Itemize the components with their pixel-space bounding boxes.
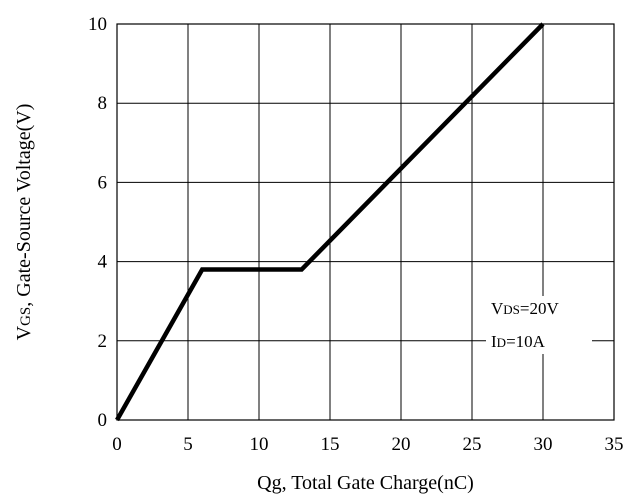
x-tick-label: 5 — [183, 434, 193, 455]
x-tick-label: 15 — [321, 434, 340, 455]
plot-frame — [116, 23, 615, 421]
x-tick-label: 10 — [250, 434, 269, 455]
y-tick-label: 10 — [88, 14, 107, 35]
annotation-vds-main: V — [491, 299, 504, 318]
annotation-id-main: I — [491, 332, 497, 351]
annotation-vds-rest: =20V — [520, 299, 560, 318]
x-axis-label: Qg, Total Gate Charge(nC) — [257, 472, 474, 494]
y-tick-label: 2 — [98, 331, 108, 352]
annotation-id-rest: =10A — [506, 332, 546, 351]
annotation-id: ID=10A — [491, 332, 546, 351]
x-tick-label: 35 — [605, 434, 624, 455]
y-tick-label: 8 — [98, 93, 108, 114]
y-tick-label: 6 — [98, 172, 108, 193]
annotation-background — [486, 296, 592, 354]
y-axis-label: VGS, Gate-Source Voltage(V) — [13, 104, 35, 341]
grid-lines — [116, 23, 615, 421]
y-tick-label: 0 — [98, 410, 108, 431]
y-axis-label-rest: , Gate-Source Voltage(V) — [13, 104, 35, 307]
y-tick-label: 4 — [98, 252, 108, 273]
y-tick-labels: 0 2 4 6 8 10 — [88, 14, 108, 431]
annotation-id-sub: D — [497, 335, 506, 350]
series-line-vgs — [115, 22, 545, 422]
y-axis-label-sub: GS — [18, 307, 34, 326]
x-tick-label: 25 — [463, 434, 482, 455]
y-axis-label-main: V — [13, 325, 35, 340]
annotation-vds: VDS=20V — [491, 299, 559, 318]
x-tick-label: 20 — [392, 434, 411, 455]
x-tick-labels: 0 5 10 15 20 25 30 35 — [112, 434, 623, 455]
x-tick-label: 30 — [534, 434, 553, 455]
annotation-vds-sub: DS — [503, 302, 520, 317]
x-tick-label: 0 — [112, 434, 122, 455]
